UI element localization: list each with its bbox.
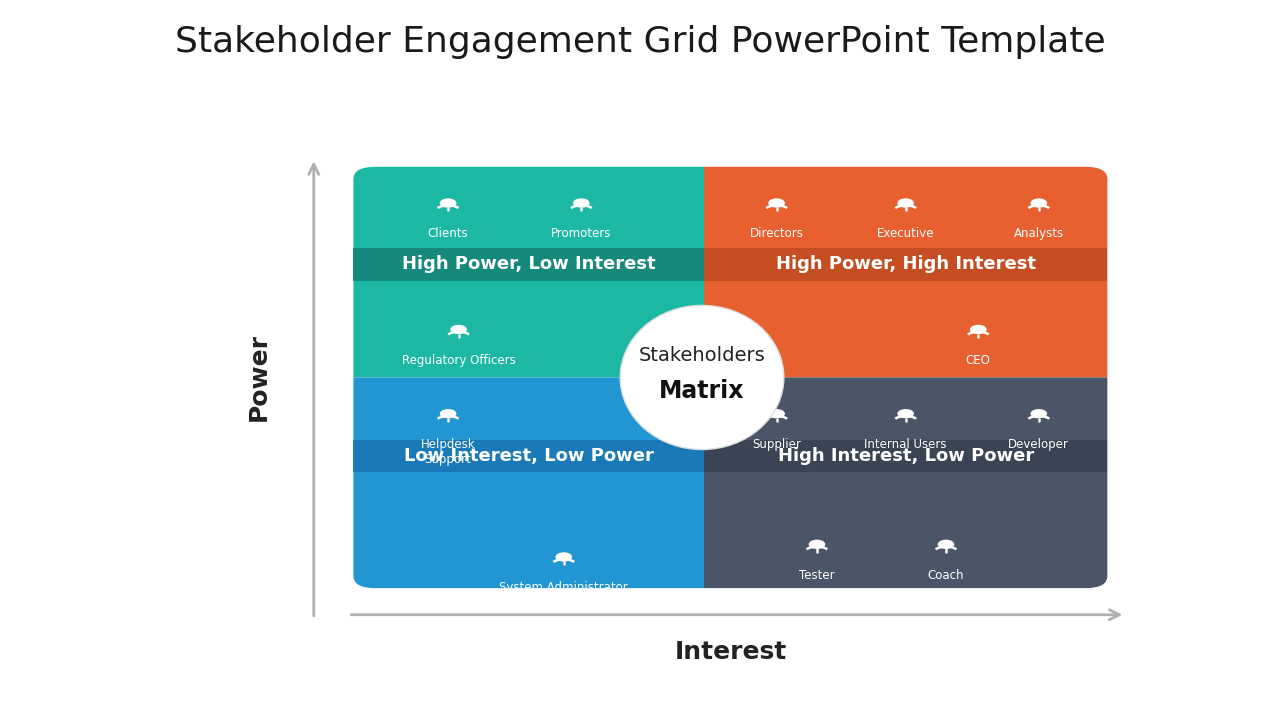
PathPatch shape	[704, 377, 1107, 588]
Circle shape	[970, 325, 987, 334]
Bar	[704, 440, 1107, 472]
Circle shape	[897, 199, 914, 207]
Text: Interest: Interest	[675, 640, 786, 664]
Text: Internal Users: Internal Users	[864, 438, 947, 451]
Text: Low Interest, Low Power: Low Interest, Low Power	[403, 447, 654, 465]
Circle shape	[938, 540, 955, 549]
Text: Tester: Tester	[799, 569, 835, 582]
Ellipse shape	[621, 305, 783, 449]
Text: Developer: Developer	[1009, 438, 1069, 451]
Circle shape	[768, 199, 785, 207]
Circle shape	[556, 552, 572, 562]
Text: Promoters: Promoters	[552, 228, 612, 240]
PathPatch shape	[353, 167, 704, 377]
Bar	[353, 248, 704, 281]
Circle shape	[440, 409, 457, 418]
Text: Stakeholders: Stakeholders	[639, 346, 765, 365]
Text: Helpdesk
Support: Helpdesk Support	[421, 438, 475, 466]
Circle shape	[897, 409, 914, 418]
Circle shape	[440, 199, 457, 207]
Text: High Power, High Interest: High Power, High Interest	[776, 256, 1036, 274]
Bar	[704, 248, 1107, 281]
Circle shape	[451, 325, 467, 334]
Text: High Interest, Low Power: High Interest, Low Power	[777, 447, 1034, 465]
Bar	[353, 440, 704, 472]
Text: Clients: Clients	[428, 228, 468, 240]
Circle shape	[573, 199, 590, 207]
Text: Coach: Coach	[928, 569, 964, 582]
Circle shape	[768, 409, 785, 418]
Text: Analysts: Analysts	[1014, 228, 1064, 240]
Text: Regulatory Officers: Regulatory Officers	[402, 354, 516, 366]
Text: Matrix: Matrix	[659, 379, 745, 403]
Text: Power: Power	[247, 333, 271, 421]
Text: System Administrator: System Administrator	[499, 581, 628, 594]
PathPatch shape	[704, 167, 1107, 377]
PathPatch shape	[353, 377, 704, 588]
Circle shape	[1030, 409, 1047, 418]
Text: Stakeholder Engagement Grid PowerPoint Template: Stakeholder Engagement Grid PowerPoint T…	[174, 25, 1106, 59]
Text: Directors: Directors	[750, 228, 804, 240]
Text: Supplier: Supplier	[753, 438, 801, 451]
Text: CEO: CEO	[966, 354, 991, 366]
Circle shape	[1030, 199, 1047, 207]
Text: High Power, Low Interest: High Power, Low Interest	[402, 256, 655, 274]
Circle shape	[809, 540, 826, 549]
Text: Executive: Executive	[877, 228, 934, 240]
